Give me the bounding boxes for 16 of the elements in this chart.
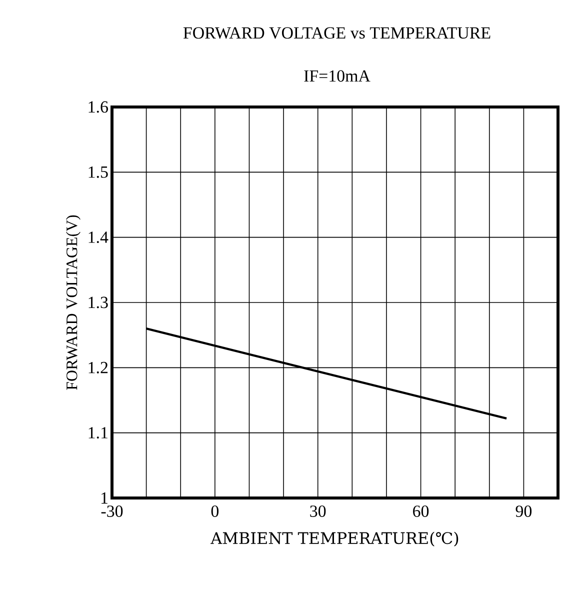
y-tick-label: 1.6 (88, 101, 108, 113)
y-axis-title: FORWARD VOLTAGE(V) (66, 215, 80, 390)
x-tick-label: -30 (101, 506, 123, 517)
x-tick-label: 60 (413, 506, 429, 517)
x-tick-label: 0 (211, 506, 219, 517)
x-axis-title: AMBIENT TEMPERATURE(℃) (210, 532, 458, 546)
x-tick-label: 90 (516, 506, 532, 517)
x-tick-label: 30 (310, 506, 326, 517)
y-tick-label: 1.4 (88, 232, 108, 244)
chart-title: FORWARD VOLTAGE vs TEMPERATURE (183, 27, 490, 39)
y-tick-label: 1.1 (88, 427, 108, 439)
y-tick-label: 1.3 (88, 296, 108, 308)
y-tick-label: 1 (101, 492, 108, 504)
chart-subtitle: IF=10mA (304, 70, 370, 82)
y-tick-label: 1.5 (88, 166, 108, 178)
y-tick-label: 1.2 (88, 362, 108, 374)
